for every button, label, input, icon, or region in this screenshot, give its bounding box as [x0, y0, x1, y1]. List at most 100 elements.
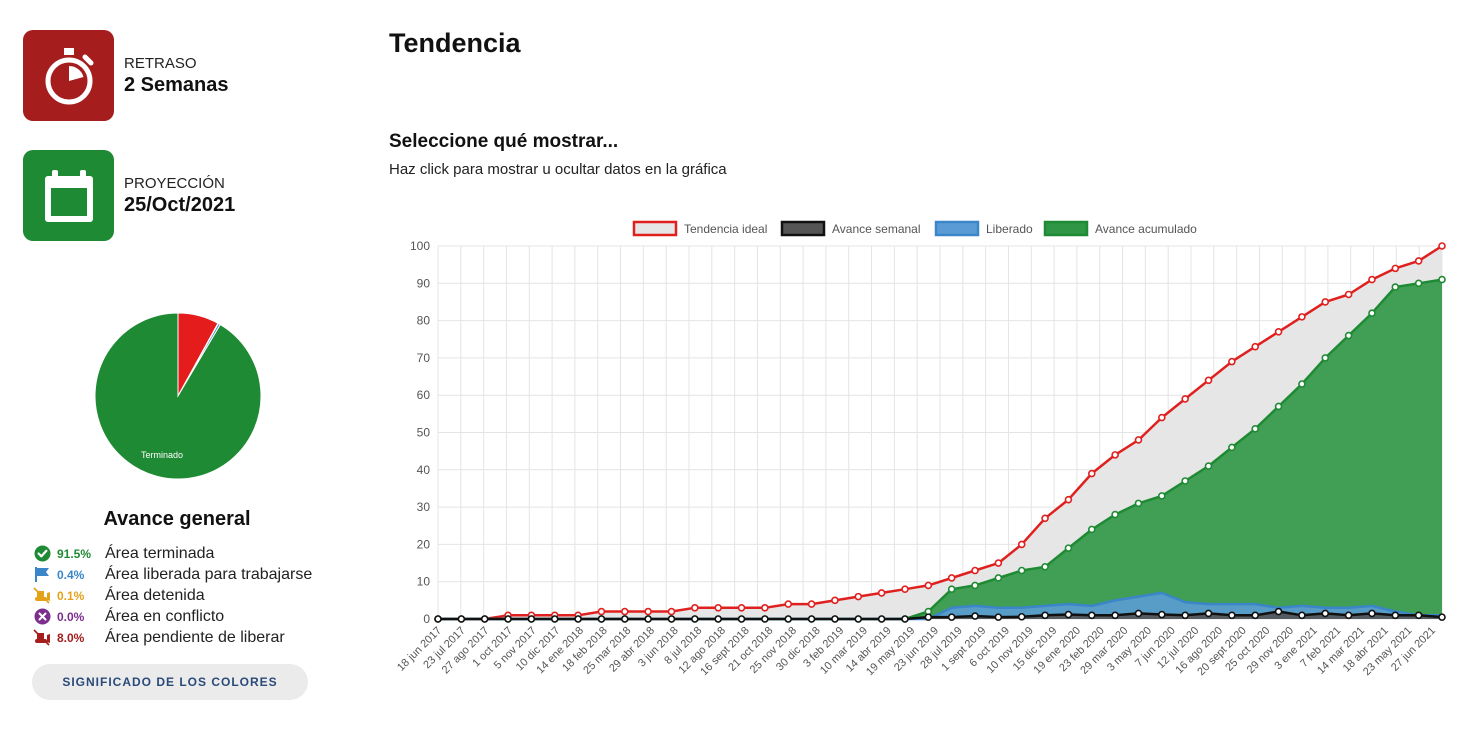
data-point[interactable] — [434, 615, 442, 623]
data-point[interactable] — [784, 600, 793, 608]
data-point[interactable] — [550, 615, 559, 623]
data-point[interactable] — [807, 600, 816, 608]
legend-swatch[interactable] — [934, 220, 980, 237]
data-point[interactable] — [1204, 609, 1213, 618]
data-point[interactable] — [1041, 514, 1049, 523]
data-point[interactable] — [1321, 609, 1330, 618]
data-point[interactable] — [1344, 331, 1353, 340]
data-point[interactable] — [1181, 477, 1189, 485]
data-point[interactable] — [1228, 443, 1236, 452]
data-point[interactable] — [994, 574, 1003, 582]
data-point[interactable] — [1251, 611, 1260, 620]
data-point[interactable] — [877, 615, 886, 623]
legend-swatch[interactable] — [1043, 220, 1089, 237]
data-point[interactable] — [1134, 609, 1143, 618]
data-point[interactable] — [1344, 290, 1353, 299]
data-point[interactable] — [1391, 264, 1400, 273]
data-point[interactable] — [620, 615, 629, 623]
data-point[interactable] — [1438, 275, 1446, 284]
data-point[interactable] — [971, 612, 979, 620]
data-point[interactable] — [1344, 611, 1353, 620]
data-point[interactable] — [1204, 462, 1213, 470]
data-point[interactable] — [597, 607, 606, 616]
data-point[interactable] — [1087, 611, 1096, 620]
data-point[interactable] — [924, 613, 933, 621]
data-point[interactable] — [1228, 611, 1236, 620]
data-point[interactable] — [1251, 342, 1260, 351]
data-point[interactable] — [831, 596, 839, 605]
data-point[interactable] — [1158, 413, 1166, 422]
data-point[interactable] — [1204, 376, 1213, 385]
data-point[interactable] — [1111, 611, 1119, 620]
data-point[interactable] — [1321, 298, 1330, 306]
data-point[interactable] — [807, 615, 816, 623]
data-point[interactable] — [691, 615, 699, 623]
data-point[interactable] — [504, 615, 512, 623]
data-point[interactable] — [1438, 613, 1446, 621]
data-point[interactable] — [761, 604, 769, 612]
data-point[interactable] — [877, 589, 886, 597]
data-point[interactable] — [644, 607, 652, 616]
data-point[interactable] — [1017, 540, 1026, 549]
legend-item-avance-semanal[interactable]: Avance semanal — [832, 222, 921, 236]
data-point[interactable] — [737, 604, 746, 612]
progress-pie-chart[interactable]: Terminado — [90, 308, 266, 484]
data-point[interactable] — [854, 615, 863, 623]
data-point[interactable] — [1414, 611, 1423, 620]
data-point[interactable] — [644, 615, 652, 623]
data-point[interactable] — [1158, 610, 1166, 619]
legend-item-avance-acumulado[interactable]: Avance acumulado — [1095, 222, 1197, 236]
data-point[interactable] — [947, 574, 956, 582]
data-point[interactable] — [574, 615, 582, 623]
data-point[interactable] — [737, 615, 746, 623]
data-point[interactable] — [1111, 451, 1119, 459]
data-point[interactable] — [1181, 611, 1189, 620]
data-point[interactable] — [1298, 313, 1306, 321]
legend-item-liberado[interactable]: Liberado — [986, 222, 1033, 236]
data-point[interactable] — [620, 607, 629, 616]
data-point[interactable] — [667, 615, 676, 623]
data-point[interactable] — [1064, 495, 1073, 504]
data-point[interactable] — [1087, 525, 1096, 534]
data-point[interactable] — [1274, 327, 1283, 336]
data-point[interactable] — [1251, 424, 1260, 433]
data-point[interactable] — [714, 615, 722, 623]
data-point[interactable] — [1041, 611, 1049, 620]
data-point[interactable] — [994, 613, 1003, 621]
data-point[interactable] — [1414, 279, 1423, 288]
data-point[interactable] — [901, 585, 909, 593]
data-point[interactable] — [457, 615, 466, 623]
data-point[interactable] — [901, 615, 909, 623]
data-point[interactable] — [784, 615, 793, 623]
data-point[interactable] — [1368, 609, 1376, 618]
data-point[interactable] — [1111, 510, 1119, 519]
data-point[interactable] — [527, 615, 536, 623]
data-point[interactable] — [994, 559, 1003, 567]
data-point[interactable] — [1391, 611, 1400, 620]
data-point[interactable] — [1274, 402, 1283, 411]
pie-slice-terminado[interactable] — [94, 312, 262, 480]
legend-swatch[interactable] — [780, 220, 826, 237]
data-point[interactable] — [1298, 611, 1306, 620]
data-point[interactable] — [1368, 309, 1376, 317]
data-point[interactable] — [1017, 612, 1026, 621]
data-point[interactable] — [1274, 607, 1283, 616]
data-point[interactable] — [1064, 610, 1073, 619]
data-point[interactable] — [831, 615, 839, 623]
data-point[interactable] — [1414, 257, 1423, 265]
data-point[interactable] — [667, 607, 676, 616]
data-point[interactable] — [714, 604, 722, 612]
data-point[interactable] — [1017, 566, 1026, 575]
data-point[interactable] — [1134, 436, 1143, 444]
legend-item-tendencia-ideal[interactable]: Tendencia ideal — [684, 222, 767, 236]
data-point[interactable] — [1438, 242, 1446, 250]
data-point[interactable] — [947, 585, 956, 593]
data-point[interactable] — [1041, 562, 1049, 571]
data-point[interactable] — [1228, 357, 1236, 366]
data-point[interactable] — [971, 581, 979, 590]
data-point[interactable] — [691, 604, 699, 612]
data-point[interactable] — [1181, 395, 1189, 403]
data-point[interactable] — [1368, 275, 1376, 284]
data-point[interactable] — [1087, 469, 1096, 478]
data-point[interactable] — [1134, 499, 1143, 508]
